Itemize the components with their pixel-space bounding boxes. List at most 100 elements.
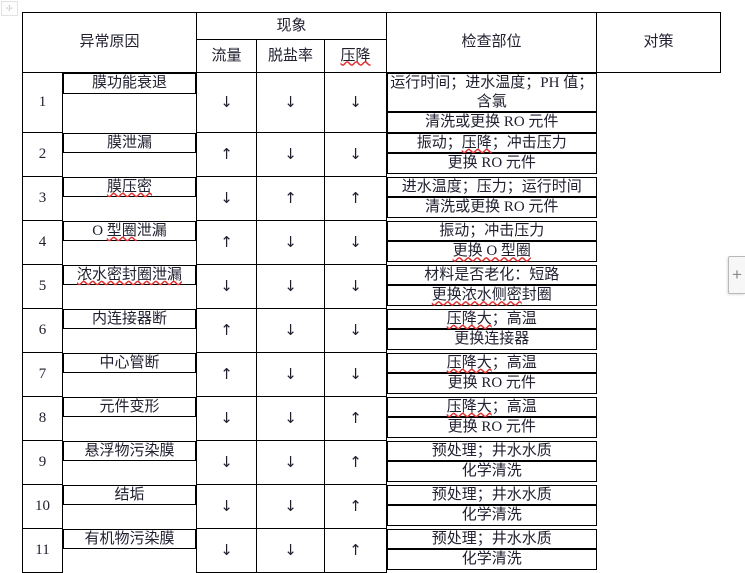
cell-salt-arrow: ↓	[256, 308, 326, 354]
cell-inspection: 振动；压降；冲击压力	[387, 132, 597, 154]
cell-measure: 化学清洗	[387, 505, 597, 526]
cell-measure: 化学清洗	[387, 461, 597, 482]
row-index: 9	[22, 440, 63, 486]
cell-cause: 中心管断	[63, 352, 197, 374]
cell-measure: 更换浓水侧密封圈	[387, 285, 597, 306]
cell-pressure-arrow: ↓	[324, 220, 388, 266]
cell-flow-arrow: ↓	[196, 528, 258, 573]
cell-salt-arrow: ↓	[256, 264, 326, 310]
row-index: 11	[22, 528, 63, 573]
move-cross-icon: ✢	[6, 4, 13, 13]
cell-flow-arrow: ↓	[196, 484, 258, 530]
cell-flow-arrow: ↓	[196, 71, 258, 134]
table-row: 6 内连接器断 ↑ ↓ ↓ 压降大；高温 更换连接器	[22, 308, 721, 354]
cell-salt-arrow: ↓	[256, 220, 326, 266]
table-row: 8 元件变形 ↓ ↓ ↑ 压降大；高温 更换 RO 元件	[22, 396, 721, 442]
table-row: 2 膜泄漏 ↑ ↓ ↓ 振动；压降；冲击压力 更换 RO 元件	[22, 132, 721, 178]
cell-measure: 更换 RO 元件	[387, 373, 597, 394]
cell-inspection: 运行时间；进水温度；PH 值；含氯	[387, 73, 597, 113]
cell-inspection: 预处理；井水水质	[387, 528, 597, 550]
cell-salt-arrow: ↓	[256, 132, 326, 178]
table-row: 5 浓水密封圈泄漏 ↓ ↓ ↓ 材料是否老化：短路 更换浓水侧密封圈	[22, 264, 721, 310]
header-row-top: 异常原因 现象 检查部位 对策	[21, 12, 722, 73]
table-row: 7 中心管断 ↑ ↓ ↓ 压降大；高温 更换 RO 元件	[22, 352, 721, 398]
table-row: 1 膜功能衰退 ↓ ↓ ↓ 运行时间；进水温度；PH 值；含氯 清洗或更换 RO 元件	[22, 71, 721, 134]
cell-salt-arrow: ↓	[256, 352, 326, 398]
cell-measure: 更换连接器	[387, 329, 597, 350]
cell-inspection: 压降大；高温	[387, 308, 597, 330]
cell-pressure-arrow: ↓	[324, 132, 388, 178]
cell-flow-arrow: ↓	[196, 264, 258, 310]
cell-pressure-arrow: ↓	[324, 308, 388, 354]
cell-cause: 膜压密	[63, 176, 197, 198]
cell-cause: 膜泄漏	[63, 132, 197, 154]
cell-inspection: 预处理；井水水质	[387, 484, 597, 506]
header-measure: 对策	[596, 12, 722, 73]
header-pressure-drop: 压降	[324, 39, 388, 73]
header-phenomenon-group: 现象	[196, 12, 388, 40]
cell-cause: 结垢	[63, 484, 197, 506]
cell-cause: 内连接器断	[63, 308, 197, 330]
row-index: 7	[22, 352, 63, 398]
cell-pressure-arrow: ↓	[324, 71, 388, 134]
row-index: 3	[22, 176, 63, 222]
insert-column-button[interactable]: +	[728, 256, 745, 294]
cell-cause: 元件变形	[63, 396, 197, 418]
table-row: 10 结垢 ↓ ↓ ↑ 预处理；井水水质 化学清洗	[22, 484, 721, 530]
cell-pressure-arrow: ↑	[324, 440, 388, 486]
row-index: 2	[22, 132, 63, 178]
cell-measure: 清洗或更换 RO 元件	[387, 112, 597, 133]
cell-cause: O 型圈泄漏	[63, 220, 197, 242]
row-index: 4	[22, 220, 63, 266]
table-move-handle[interactable]: ✢	[1, 1, 18, 16]
header-flow: 流量	[196, 39, 258, 73]
cell-inspection: 振动；冲击压力	[387, 220, 597, 242]
row-index: 8	[22, 396, 63, 442]
cell-salt-arrow: ↓	[256, 71, 326, 134]
header-inspection: 检查部位	[386, 12, 598, 73]
row-index: 10	[22, 484, 63, 530]
cell-inspection: 压降大；高温	[387, 352, 597, 374]
cell-inspection: 进水温度；压力；运行时间	[387, 176, 597, 198]
cell-pressure-arrow: ↑	[324, 528, 388, 573]
cell-flow-arrow: ↓	[196, 176, 258, 222]
cell-salt-arrow: ↓	[256, 528, 326, 573]
cell-flow-arrow: ↑	[196, 308, 258, 354]
cell-salt-arrow: ↓	[256, 484, 326, 530]
row-index: 1	[22, 71, 63, 134]
cell-pressure-arrow: ↑	[324, 484, 388, 530]
cell-pressure-arrow: ↑	[324, 176, 388, 222]
cell-salt-arrow: ↓	[256, 440, 326, 486]
cell-cause: 膜功能衰退	[63, 73, 197, 94]
cell-flow-arrow: ↑	[196, 352, 258, 398]
cell-cause: 有机物污染膜	[63, 528, 197, 550]
row-index: 5	[22, 264, 63, 310]
cell-measure: 更换 RO 元件	[387, 153, 597, 174]
cell-flow-arrow: ↑	[196, 132, 258, 178]
ro-fault-diagnosis-table: 异常原因 现象 检查部位 对策 流量 脱盐率 压降 1 膜功能衰退 ↓ ↓ ↓ 运行时间；…	[21, 12, 722, 573]
cell-inspection: 预处理；井水水质	[387, 440, 597, 462]
cell-measure: 化学清洗	[387, 549, 597, 570]
row-index: 6	[22, 308, 63, 354]
table-row: 3 膜压密 ↓ ↑ ↑ 进水温度；压力；运行时间 清洗或更换 RO 元件	[22, 176, 721, 222]
cell-cause: 悬浮物污染膜	[63, 440, 197, 462]
cell-pressure-arrow: ↓	[324, 264, 388, 310]
table-row: 9 悬浮物污染膜 ↓ ↓ ↑ 预处理；井水水质 化学清洗	[22, 440, 721, 486]
header-pressure-drop-label: 压降	[340, 47, 371, 64]
table-body: 1 膜功能衰退 ↓ ↓ ↓ 运行时间；进水温度；PH 值；含氯 清洗或更换 RO 元件 2 膜泄…	[22, 71, 721, 573]
cell-measure: 更换 O 型圈	[387, 241, 597, 262]
cell-cause: 浓水密封圈泄漏	[63, 264, 197, 286]
table-row: 11 有机物污染膜 ↓ ↓ ↑ 预处理；井水水质 化学清洗	[22, 528, 721, 573]
header-cause: 异常原因	[21, 12, 198, 73]
plus-icon: +	[732, 265, 742, 284]
header-salt-rejection: 脱盐率	[256, 39, 326, 73]
cell-flow-arrow: ↑	[196, 220, 258, 266]
cell-salt-arrow: ↑	[256, 176, 326, 222]
cell-pressure-arrow: ↑	[324, 396, 388, 442]
cell-measure: 更换 RO 元件	[387, 417, 597, 438]
cell-inspection: 压降大；高温	[387, 396, 597, 418]
cell-flow-arrow: ↓	[196, 396, 258, 442]
table-header: 异常原因 现象 检查部位 对策 流量 脱盐率 压降	[21, 12, 722, 73]
